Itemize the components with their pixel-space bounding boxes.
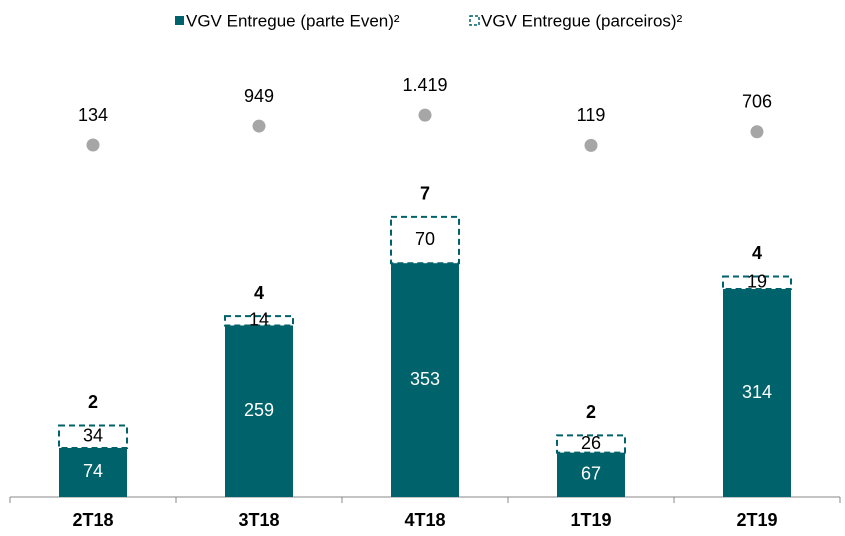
dot	[418, 108, 432, 122]
bar-value-label: 259	[244, 400, 274, 420]
bar	[59, 447, 127, 497]
dot	[252, 119, 266, 133]
dot-label: 706	[742, 91, 772, 111]
bar-value-label: 34	[83, 425, 103, 445]
bar	[556, 434, 626, 454]
x-tick-label: 3T18	[238, 510, 279, 530]
bar-value-label: 26	[581, 433, 601, 453]
bar	[391, 263, 459, 497]
count-label: 4	[254, 283, 264, 303]
count-label: 2	[586, 402, 596, 422]
bar	[722, 275, 792, 291]
bar	[557, 452, 625, 497]
bar-value-label: 70	[415, 229, 435, 249]
dot-label: 1.419	[402, 75, 447, 95]
bar-value-label: 314	[742, 382, 772, 402]
count-label: 7	[420, 184, 430, 204]
dot-label: 134	[78, 105, 108, 125]
x-tick-label: 2T19	[736, 510, 777, 530]
bar	[390, 215, 460, 265]
x-tick-label: 1T19	[570, 510, 611, 530]
dot-label: 119	[577, 105, 606, 125]
legend-swatch	[469, 15, 480, 26]
dot	[750, 125, 764, 139]
bar	[224, 315, 294, 327]
bar	[723, 289, 791, 497]
bar-value-label: 74	[83, 461, 103, 481]
bar-value-label: 14	[249, 310, 269, 330]
legend-label: VGV Entregue (parte Even)²	[186, 11, 400, 30]
dot	[584, 138, 598, 152]
bar	[225, 325, 293, 497]
dot	[86, 138, 100, 152]
bar-value-label: 19	[747, 271, 767, 291]
bar	[58, 424, 128, 449]
x-tick-label: 2T18	[72, 510, 113, 530]
bar-value-label: 353	[410, 369, 440, 389]
count-label: 4	[752, 243, 762, 263]
x-tick-label: 4T18	[404, 510, 445, 530]
count-label: 2	[88, 392, 98, 412]
legend-swatch	[175, 16, 184, 25]
bar-value-label: 67	[581, 464, 601, 484]
dot-label: 949	[244, 86, 274, 106]
legend-label: VGV Entregue (parceiros)²	[481, 11, 683, 30]
